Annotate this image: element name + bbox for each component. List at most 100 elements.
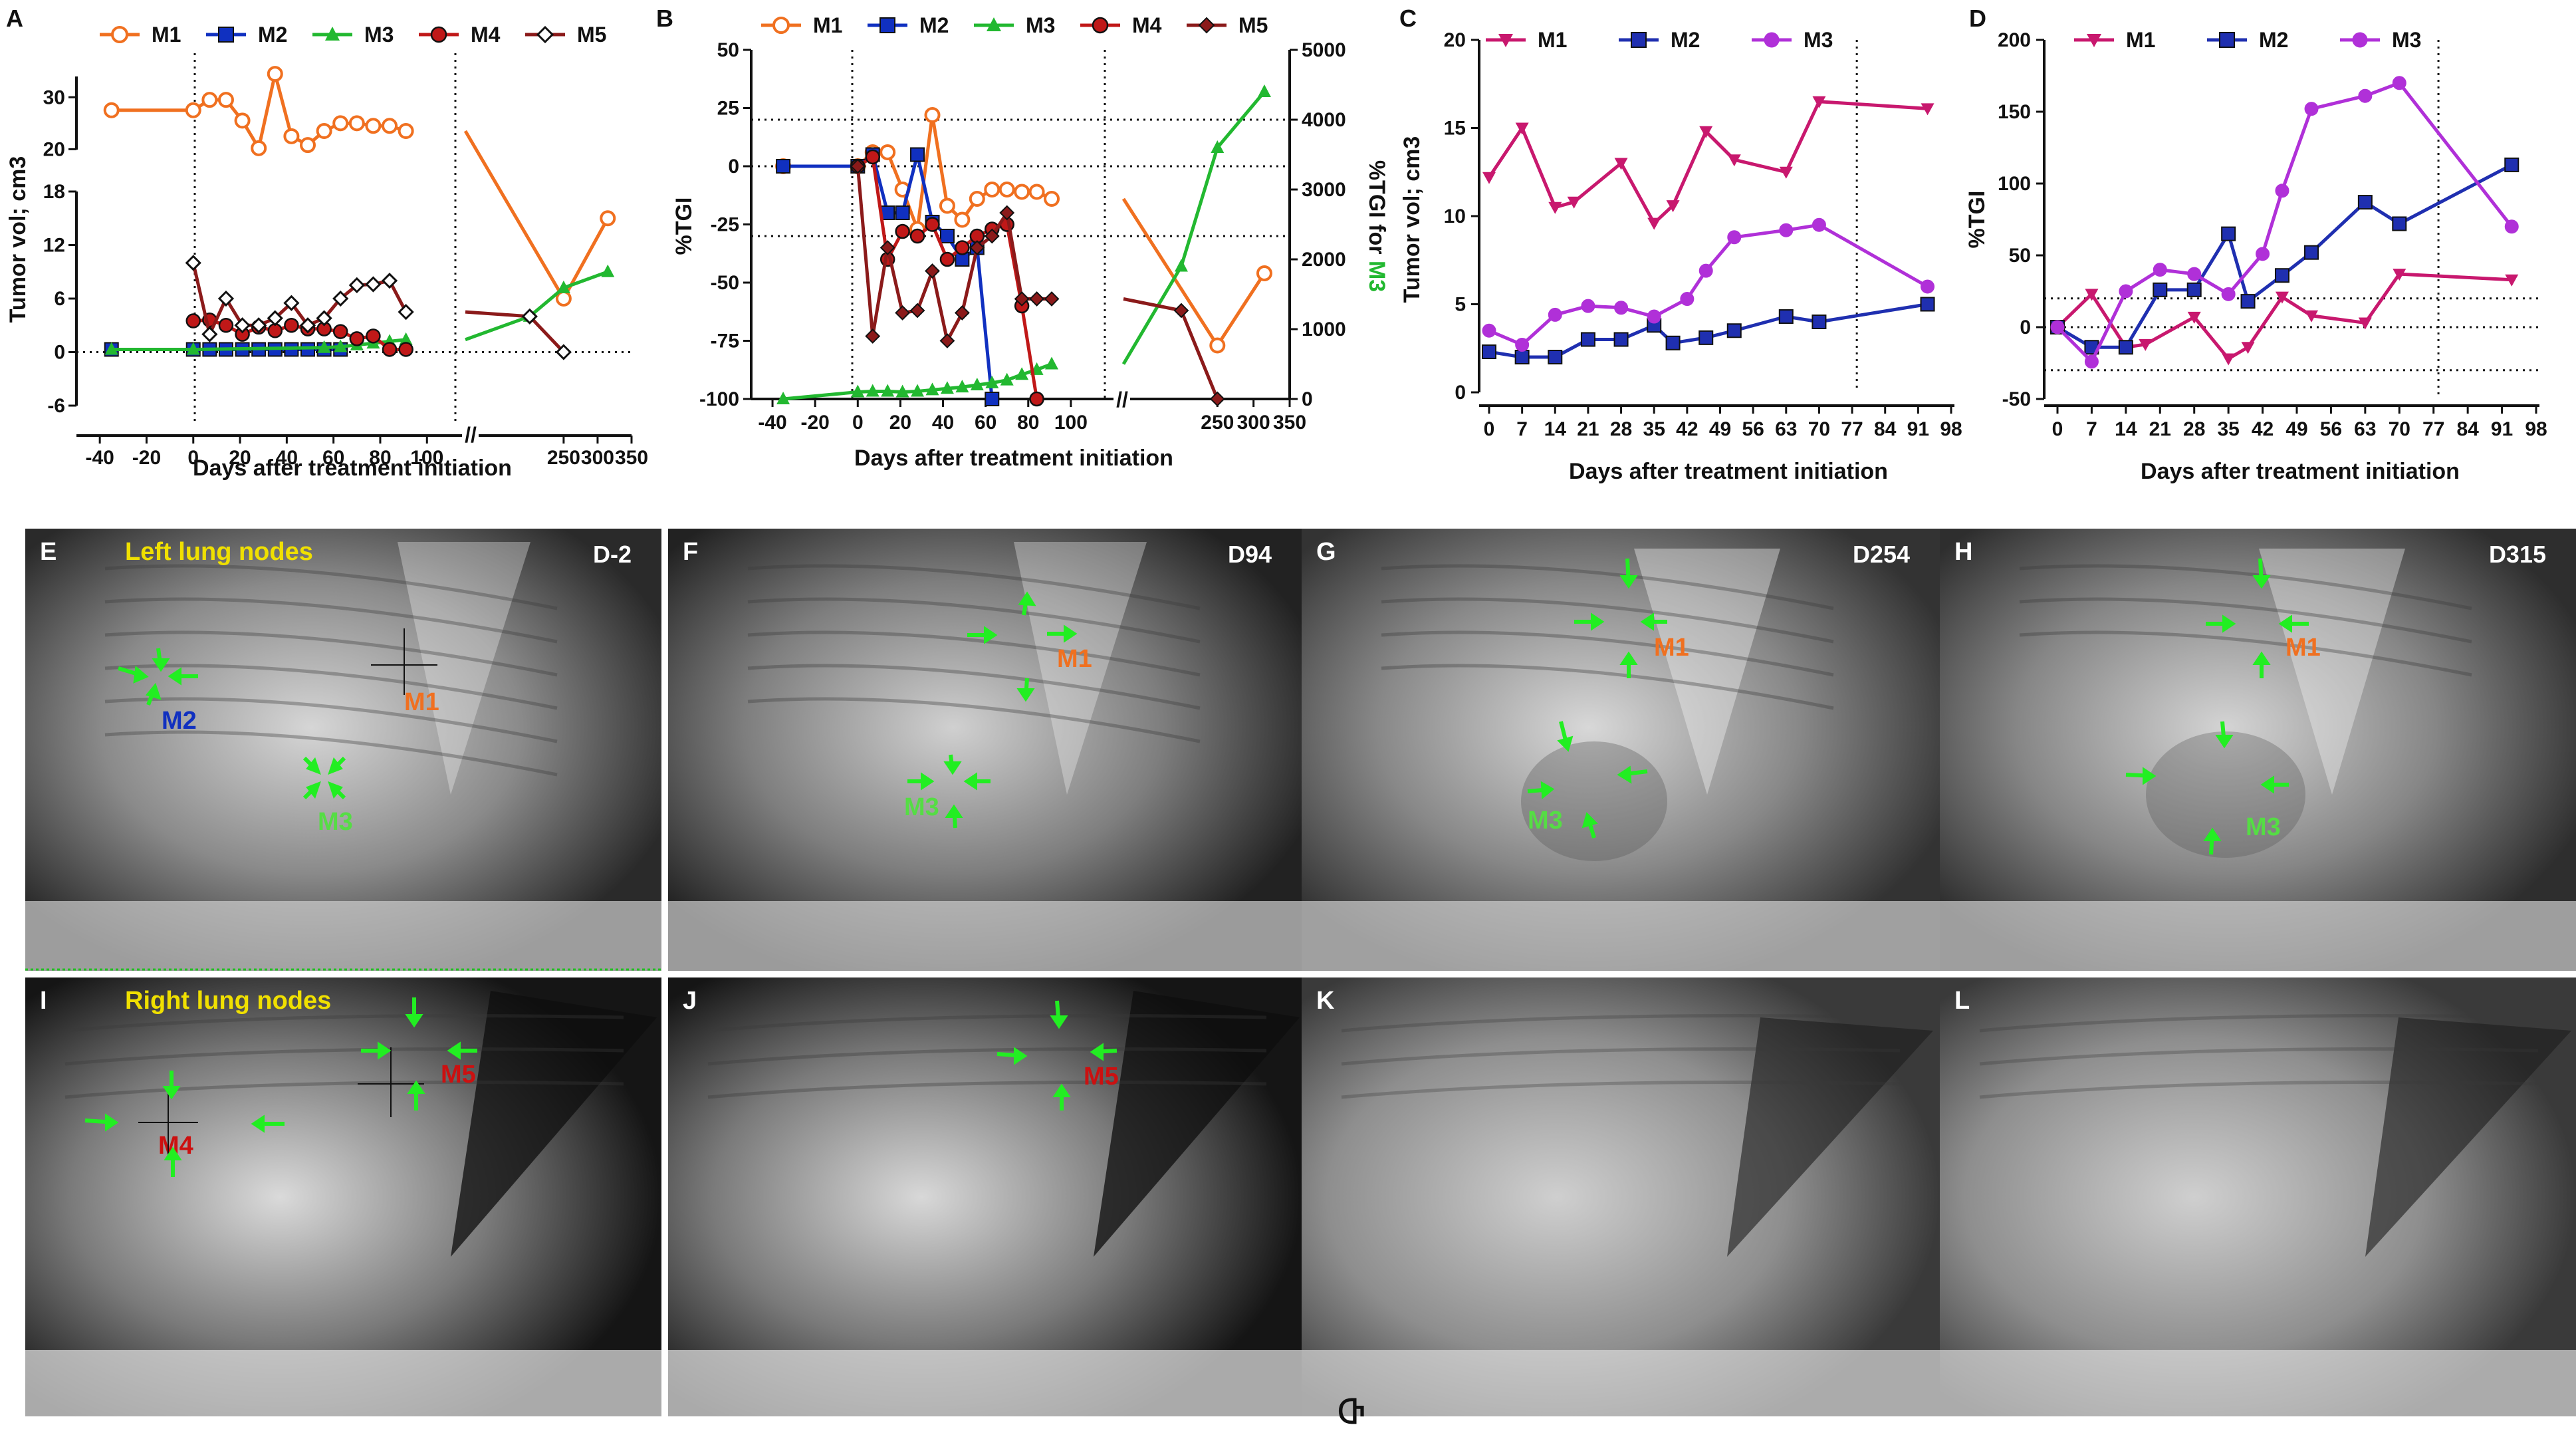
data-point-m3 xyxy=(1812,217,1826,232)
xray-panel-g: G D254 M1 M3 xyxy=(1302,529,1940,971)
arrow-markers-i xyxy=(84,997,477,1177)
x-tick-label: 28 xyxy=(2183,418,2205,440)
data-point-m2 xyxy=(776,159,791,174)
data-point-m1 xyxy=(2358,317,2372,330)
data-point-m2 xyxy=(2504,157,2519,172)
xray-panel-l: L xyxy=(1940,977,2576,1416)
x-tick-label: 21 xyxy=(2149,418,2171,440)
panel-label-i: I xyxy=(40,987,47,1015)
data-point-m3 xyxy=(1727,230,1742,245)
x-tick-label: 98 xyxy=(1940,418,1962,440)
data-point-m2 xyxy=(1778,309,1794,325)
x-tick-label: 21 xyxy=(1577,418,1599,440)
y-tick-label: 18 xyxy=(43,181,65,203)
data-point-m5 xyxy=(398,304,414,321)
arrow-markers-h xyxy=(2125,558,2309,855)
series-line-m5 xyxy=(1123,297,1219,400)
x-tick-label: 60 xyxy=(975,412,996,434)
y-tick-label: 0 xyxy=(728,156,739,178)
legend-marker-m2 xyxy=(2219,32,2235,48)
node-label-m1: M1 xyxy=(2285,634,2321,662)
data-point-m5 xyxy=(895,305,911,321)
series-line-m2 xyxy=(783,153,994,400)
xray-panel-e: E Left lung nodes D-2 M1 M2 M3 xyxy=(25,529,661,971)
data-point-m5 xyxy=(939,333,955,348)
x-tick-label: -20 xyxy=(132,447,161,469)
legend-marker-m3 xyxy=(1764,32,1780,48)
data-point-m5 xyxy=(909,303,925,319)
data-point-m1 xyxy=(969,191,985,207)
data-point-m1 xyxy=(954,211,971,228)
arrow-markers-j xyxy=(996,1000,1117,1110)
data-point-m3 xyxy=(776,392,790,404)
legend-label-m2: M2 xyxy=(1671,28,1700,52)
y-tick-label: -50 xyxy=(711,272,739,294)
data-point-m2 xyxy=(1482,344,1496,360)
y-tick-label: 20 xyxy=(1444,29,1466,51)
x-tick-label: 49 xyxy=(1709,418,1731,440)
series-line-m1 xyxy=(463,130,610,301)
data-point-m2 xyxy=(1580,332,1595,347)
data-point-m2 xyxy=(895,205,910,220)
data-point-m1 xyxy=(2305,310,2319,323)
data-point-m3 xyxy=(1000,372,1014,386)
node-label-m1: M1 xyxy=(1057,645,1092,673)
node-label-m2: M2 xyxy=(162,707,197,735)
series-line-m3 xyxy=(1488,223,1929,346)
data-point-m3 xyxy=(556,280,570,293)
data-point-m1 xyxy=(300,137,316,154)
data-point-m4 xyxy=(939,251,955,267)
panel-day-g: D254 xyxy=(1852,541,1910,568)
x-tick-label: 28 xyxy=(1610,418,1632,440)
data-point-m5 xyxy=(348,277,365,293)
legend-marker-m2 xyxy=(879,17,895,33)
data-point-m5 xyxy=(1044,291,1060,307)
data-point-m1 xyxy=(217,92,234,108)
data-point-m5 xyxy=(879,240,895,255)
data-point-m4 xyxy=(398,342,413,357)
data-point-m1 xyxy=(1044,191,1060,207)
data-point-m3 xyxy=(895,384,909,398)
legend-label-m4: M4 xyxy=(1132,13,1162,37)
panel-label-j: J xyxy=(683,987,697,1015)
data-point-m3 xyxy=(1548,307,1562,322)
x-tick-label: 350 xyxy=(1273,412,1306,434)
data-point-m1 xyxy=(1028,184,1045,200)
data-point-m2 xyxy=(1698,330,1714,345)
data-point-m2 xyxy=(2304,245,2319,260)
xray-panel-f: F D94 M1 M3 xyxy=(668,529,1302,971)
xray-image-k xyxy=(1302,977,1940,1416)
series-line-m5 xyxy=(856,166,1052,342)
data-point-m4 xyxy=(865,149,880,165)
axis-break: // xyxy=(1116,388,1128,412)
legend-label-m5: M5 xyxy=(577,23,606,47)
x-tick-label: 91 xyxy=(2491,418,2513,440)
x-tick-label: 84 xyxy=(2456,418,2479,440)
x-tick-label: 20 xyxy=(889,412,911,434)
data-point-m2 xyxy=(910,147,925,162)
arrow-markers-e xyxy=(118,628,437,800)
data-point-m1 xyxy=(1699,126,1713,138)
y-tick-label: 25 xyxy=(717,98,739,120)
data-point-m1 xyxy=(2222,353,2236,366)
data-point-m3 xyxy=(1211,140,1225,153)
data-point-m5 xyxy=(299,317,316,334)
y-tick-label: 15 xyxy=(1444,118,1466,140)
data-point-m1 xyxy=(1548,201,1562,214)
xray-image-l xyxy=(1940,977,2576,1416)
x-tick-label: 14 xyxy=(1544,418,1567,440)
data-point-m1 xyxy=(1614,158,1628,170)
x-tick-label: 91 xyxy=(1907,418,1929,440)
data-point-m2 xyxy=(2392,216,2407,231)
data-point-m5 xyxy=(365,276,382,293)
y-axis-title: Tumor vol; cm3 xyxy=(5,156,31,323)
data-point-m5 xyxy=(521,308,538,325)
chart-panel-d: D -50 0 50 100 150 200 0 7 14 21 28 35 42 49 56 63 70 77 84… xyxy=(1964,5,2547,484)
data-point-m2 xyxy=(1548,350,1563,364)
data-point-m3 xyxy=(2119,284,2133,299)
data-point-m1 xyxy=(1779,166,1793,179)
panel-title-right-lung: Right lung nodes xyxy=(125,987,332,1015)
data-point-m3 xyxy=(317,340,331,353)
data-point-m3 xyxy=(2275,184,2289,198)
x-tick-label: 56 xyxy=(2320,418,2342,440)
